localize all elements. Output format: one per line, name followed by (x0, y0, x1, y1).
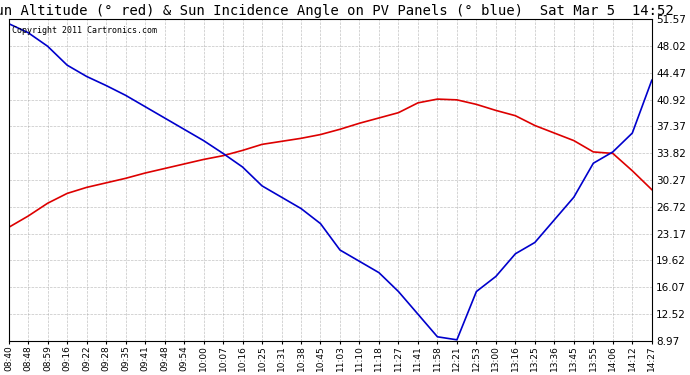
Text: Copyright 2011 Cartronics.com: Copyright 2011 Cartronics.com (12, 26, 157, 35)
Title: Sun Altitude (° red) & Sun Incidence Angle on PV Panels (° blue)  Sat Mar 5  14:: Sun Altitude (° red) & Sun Incidence Ang… (0, 4, 673, 18)
